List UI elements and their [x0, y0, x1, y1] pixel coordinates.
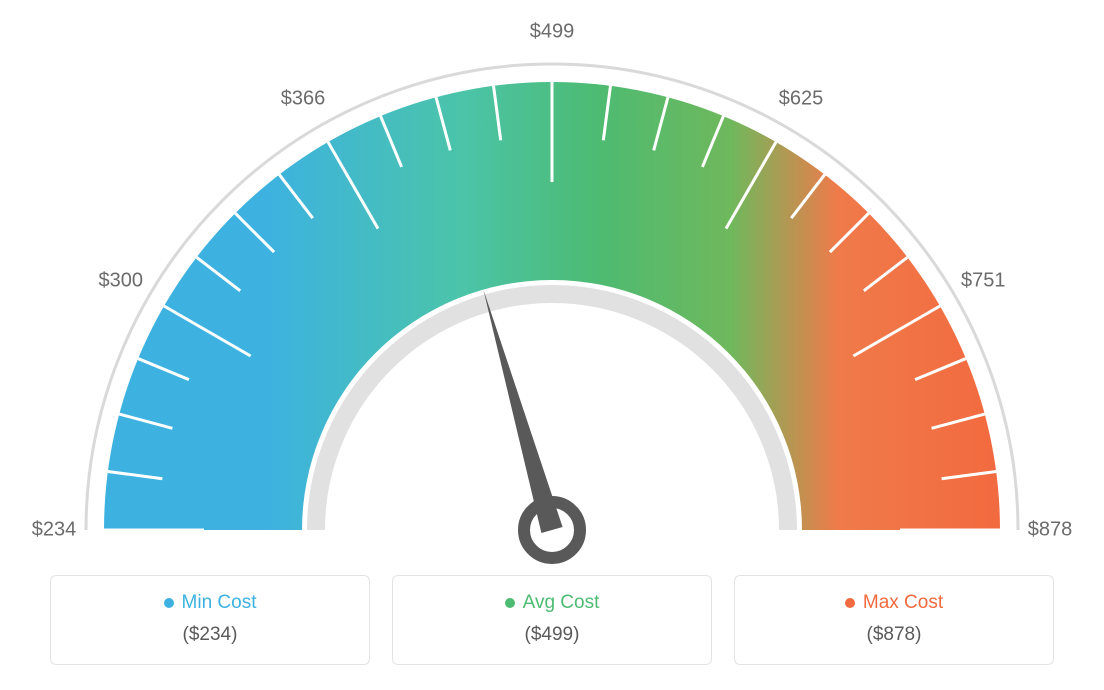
legend-max-value: ($878) — [735, 624, 1053, 646]
legend-dot-min — [164, 598, 174, 608]
gauge-scale-label: $751 — [961, 269, 1006, 292]
gauge-scale-label: $625 — [779, 87, 824, 110]
legend-row: Min Cost ($234) Avg Cost ($499) Max Cost… — [50, 575, 1054, 665]
legend-min-label: Min Cost — [182, 592, 257, 614]
legend-avg-label: Avg Cost — [523, 592, 600, 614]
gauge-scale-label: $366 — [281, 87, 326, 110]
legend-card-avg: Avg Cost ($499) — [392, 575, 712, 665]
gauge-svg — [0, 0, 1104, 570]
gauge-scale-label: $300 — [98, 269, 143, 292]
legend-min-top: Min Cost — [51, 592, 369, 614]
gauge-scale-label: $499 — [530, 21, 575, 44]
gauge-chart: $234 $300 $366 $499 $625 $751 $878 — [0, 0, 1104, 570]
gauge-scale-label: $878 — [1028, 519, 1073, 542]
legend-card-min: Min Cost ($234) — [50, 575, 370, 665]
legend-avg-top: Avg Cost — [393, 592, 711, 614]
gauge-scale-label: $234 — [32, 519, 77, 542]
legend-card-max: Max Cost ($878) — [734, 575, 1054, 665]
legend-max-label: Max Cost — [863, 592, 943, 614]
legend-max-top: Max Cost — [735, 592, 1053, 614]
legend-dot-avg — [505, 598, 515, 608]
legend-min-value: ($234) — [51, 624, 369, 646]
legend-avg-value: ($499) — [393, 624, 711, 646]
legend-dot-max — [845, 598, 855, 608]
